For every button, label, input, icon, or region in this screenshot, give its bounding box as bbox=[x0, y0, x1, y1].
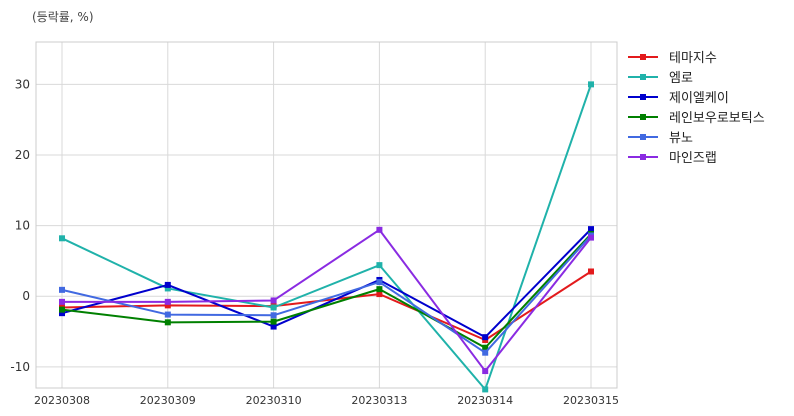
legend-marker bbox=[640, 154, 646, 160]
legend-marker bbox=[640, 114, 646, 120]
legend-label: 뷰노 bbox=[669, 131, 693, 146]
y-tick-label: -10 bbox=[10, 360, 30, 374]
data-point bbox=[376, 226, 383, 233]
legend-label: 마인즈랩 bbox=[669, 151, 717, 166]
series-4 bbox=[59, 231, 594, 351]
data-point bbox=[59, 310, 65, 317]
data-point bbox=[164, 298, 171, 305]
legend-item: 테마지수 bbox=[628, 51, 717, 66]
legend-item: 제이엘케이 bbox=[628, 91, 729, 106]
data-point bbox=[270, 297, 277, 304]
x-tick-label: 20230315 bbox=[563, 394, 619, 407]
data-point bbox=[270, 323, 277, 330]
data-point bbox=[376, 262, 383, 269]
legend-marker bbox=[640, 74, 646, 80]
data-point bbox=[270, 304, 277, 311]
data-point bbox=[270, 312, 277, 319]
data-point bbox=[59, 286, 65, 293]
data-point bbox=[482, 344, 489, 351]
legend-item: 레인보우로보틱스 bbox=[628, 111, 765, 126]
data-point bbox=[59, 306, 65, 313]
x-tick-label: 20230314 bbox=[457, 394, 513, 407]
series-line bbox=[61, 228, 592, 339]
data-point bbox=[482, 386, 489, 393]
y-tick-label: 20 bbox=[15, 148, 30, 162]
y-tick-label: 10 bbox=[15, 219, 30, 233]
x-tick-label: 20230309 bbox=[140, 394, 196, 407]
data-point bbox=[59, 298, 65, 305]
y-axis: -10 0 10 20 30 bbox=[10, 77, 30, 373]
data-point bbox=[164, 311, 171, 318]
legend-label: 제이엘케이 bbox=[669, 91, 729, 106]
x-axis: 20230308 20230309 20230310 20230313 20230314… bbox=[34, 394, 619, 407]
series-6 bbox=[59, 226, 594, 375]
legend-item: 마인즈랩 bbox=[628, 151, 717, 166]
plot-frame bbox=[35, 41, 618, 389]
legend-label: 엠로 bbox=[669, 71, 693, 86]
legend-marker bbox=[640, 134, 646, 140]
series-3 bbox=[59, 226, 594, 341]
y-tick-label: 30 bbox=[15, 77, 30, 91]
legend-label: 테마지수 bbox=[669, 51, 717, 66]
unit-label: (등락률, %) bbox=[32, 10, 94, 24]
data-point bbox=[59, 235, 65, 242]
grid-layer bbox=[36, 42, 617, 388]
data-point bbox=[164, 319, 171, 326]
data-point bbox=[164, 281, 171, 288]
legend-item: 뷰노 bbox=[628, 131, 693, 146]
series-2 bbox=[59, 81, 594, 393]
series-line bbox=[61, 234, 592, 354]
legend-marker bbox=[640, 54, 646, 60]
data-point bbox=[164, 302, 171, 309]
series-line bbox=[61, 233, 592, 349]
data-point bbox=[270, 318, 277, 325]
x-tick-label: 20230310 bbox=[246, 394, 302, 407]
data-point bbox=[376, 279, 383, 286]
data-point bbox=[164, 285, 171, 292]
legend-label: 레인보우로보틱스 bbox=[669, 111, 765, 126]
series-5 bbox=[59, 232, 594, 356]
y-tick-label: 0 bbox=[22, 289, 30, 303]
x-tick-label: 20230313 bbox=[351, 394, 407, 407]
data-point bbox=[588, 81, 594, 88]
data-point bbox=[482, 349, 489, 356]
x-tick-label: 20230308 bbox=[34, 394, 90, 407]
series-line bbox=[61, 84, 592, 391]
data-point bbox=[588, 268, 594, 275]
legend-marker bbox=[640, 94, 646, 100]
legend-item: 엠로 bbox=[628, 71, 693, 86]
data-point bbox=[588, 226, 594, 233]
data-point bbox=[482, 368, 489, 375]
data-point bbox=[588, 234, 594, 241]
data-point bbox=[376, 291, 383, 298]
data-point bbox=[376, 286, 383, 293]
series-line bbox=[62, 228, 592, 373]
data-point bbox=[482, 334, 489, 341]
series-layer bbox=[59, 81, 594, 393]
